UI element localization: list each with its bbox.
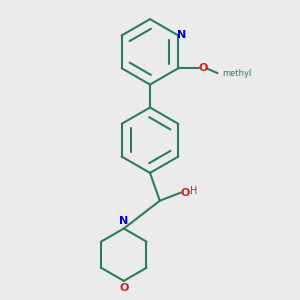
- Text: N: N: [119, 216, 128, 226]
- Text: H: H: [190, 186, 198, 196]
- Text: methyl: methyl: [223, 69, 252, 78]
- Text: N: N: [177, 31, 186, 40]
- Text: O: O: [180, 188, 190, 197]
- Text: O: O: [119, 284, 128, 293]
- Text: O: O: [198, 63, 208, 73]
